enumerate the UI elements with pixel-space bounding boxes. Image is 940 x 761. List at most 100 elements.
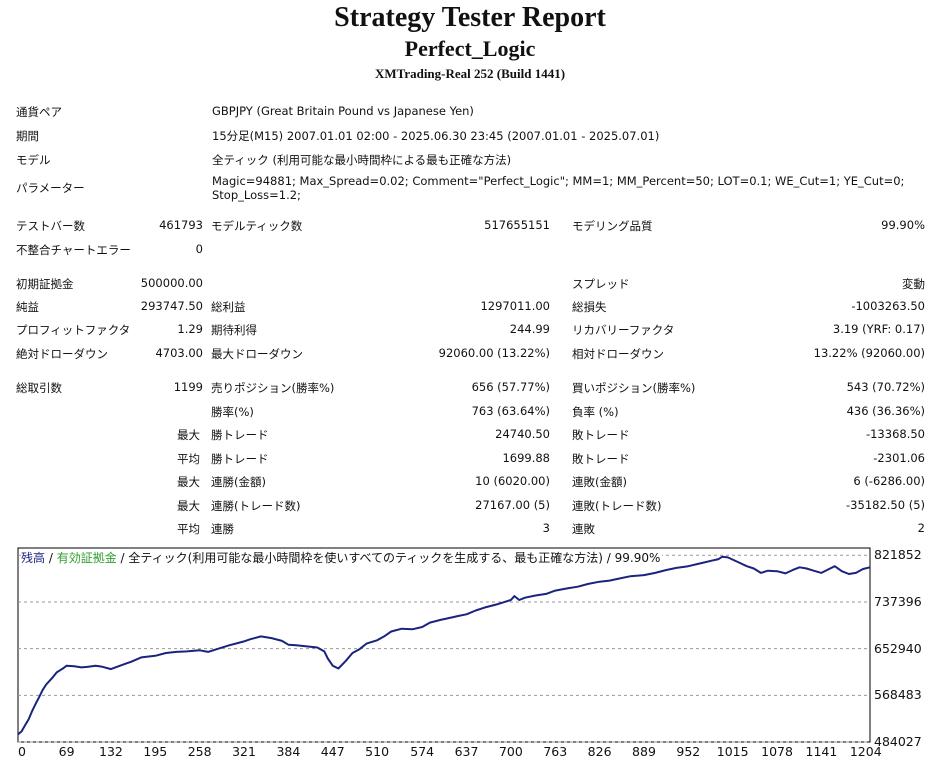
expert-name: Perfect_Logic xyxy=(404,36,536,61)
consec-win-amount-label: 連勝(金額) xyxy=(211,475,266,489)
avg-label: 平均 xyxy=(177,522,200,536)
pair-value: GBPJPY (Great Britain Pound vs Japanese … xyxy=(212,104,474,118)
max-label: 最大 xyxy=(177,475,200,489)
avg-win-value: 1699.88 xyxy=(502,451,550,465)
model-label: モデル xyxy=(16,153,51,167)
rel-drawdown-label: 相対ドローダウン xyxy=(572,347,664,361)
consec-win-amount-value: 10 (6020.00) xyxy=(475,474,550,488)
x-tick-label: 889 xyxy=(632,744,656,759)
y-tick-label: 737396 xyxy=(874,593,922,609)
consec-loss-trades-label: 連敗(トレード数) xyxy=(572,499,662,513)
x-tick-label: 763 xyxy=(543,744,568,759)
y-tick-label: 821852 xyxy=(874,547,922,563)
avg-consec-win-value: 3 xyxy=(542,521,550,535)
recovery-factor-value: 3.19 (YRF: 0.17) xyxy=(832,322,925,336)
deposit-label: 初期証拠金 xyxy=(16,277,74,291)
x-tick-label: 195 xyxy=(143,744,168,759)
max-loss-value: -13368.50 xyxy=(865,427,925,441)
model-ticks-value: 517655151 xyxy=(484,218,550,232)
params-label: パラメーター xyxy=(16,181,85,195)
balance-chart: 残高 / 有効証拠金 / 全ティック(利用可能な最小時間枠を使いすべてのティック… xyxy=(16,546,934,761)
legend-description: / 全ティック(利用可能な最小時間枠を使いすべてのティックを生成する、最も正確な… xyxy=(116,551,661,565)
max-win-value: 24740.50 xyxy=(495,427,550,441)
test-bars-value: 461793 xyxy=(159,218,203,232)
consec-win-trades-value: 27167.00 (5) xyxy=(475,498,550,512)
avg-consec-win-label: 連勝 xyxy=(211,522,234,536)
legend-balance: 残高 xyxy=(21,551,46,565)
avg-win-label: 勝トレード xyxy=(211,452,269,466)
net-profit-label: 純益 xyxy=(16,300,39,314)
total-trades-label: 総取引数 xyxy=(16,381,62,395)
pair-label: 通貨ペア xyxy=(16,105,62,119)
params-line-2: Stop_Loss=1.2; xyxy=(212,188,301,202)
total-trades-value: 1199 xyxy=(173,380,203,394)
x-tick-label: 637 xyxy=(454,744,479,759)
x-tick-label: 132 xyxy=(99,744,123,759)
plot-frame xyxy=(17,547,871,743)
model-value: 全ティック (利用可能な最小時間枠による最も正確な方法) xyxy=(212,153,512,167)
legend-separator: / xyxy=(45,551,57,565)
x-tick-label: 69 xyxy=(58,744,75,759)
gross-profit-label: 総利益 xyxy=(211,300,246,314)
x-tick-label: 1015 xyxy=(716,744,749,759)
win-rate-label: 勝率(%) xyxy=(211,405,254,419)
server-build: XMTrading-Real 252 (Build 1441) xyxy=(374,66,566,81)
model-quality-value: 99.90% xyxy=(881,218,925,232)
x-tick-label: 1078 xyxy=(761,744,793,759)
x-tick-label: 0 xyxy=(18,744,26,759)
mismatch-label: 不整合チャートエラー xyxy=(16,243,131,257)
x-tick-label: 258 xyxy=(187,744,212,759)
net-profit-value: 293747.50 xyxy=(140,299,203,313)
consec-win-trades-label: 連勝(トレード数) xyxy=(211,499,301,513)
chart-legend: 残高 / 有効証拠金 / 全ティック(利用可能な最小時間枠を使いすべてのティック… xyxy=(21,549,663,566)
recovery-factor-label: リカバリーファクタ xyxy=(572,323,675,337)
x-tick-label: 826 xyxy=(587,744,612,759)
test-bars-label: テストバー数 xyxy=(16,219,85,233)
consec-loss-amount-label: 連敗(金額) xyxy=(572,475,627,489)
max-label: 最大 xyxy=(177,428,200,442)
gross-profit-value: 1297011.00 xyxy=(480,299,550,313)
long-positions-label: 買いポジション(勝率%) xyxy=(572,381,696,395)
y-tick-label: 484027 xyxy=(874,734,922,749)
period-value: 15分足(M15) 2007.01.01 02:00 - 2025.06.30 … xyxy=(212,129,660,143)
max-loss-label: 敗トレード xyxy=(572,428,630,442)
x-tick-label: 447 xyxy=(320,744,345,759)
stats-table: テストバー数 461793 モデルティック数 517655151 モデリング品質… xyxy=(16,218,925,536)
mismatch-value: 0 xyxy=(195,242,203,256)
long-positions-value: 543 (70.72%) xyxy=(846,380,925,394)
avg-consec-loss-label: 連敗 xyxy=(572,522,595,536)
balance-line xyxy=(17,555,871,736)
x-tick-label: 1204 xyxy=(849,744,882,759)
y-tick-label: 568483 xyxy=(874,687,922,703)
max-drawdown-value: 92060.00 (13.22%) xyxy=(438,346,550,360)
expected-payoff-label: 期待利得 xyxy=(211,323,257,337)
spread-value: 変動 xyxy=(902,277,925,291)
x-tick-label: 952 xyxy=(676,744,701,759)
avg-label: 平均 xyxy=(177,452,200,466)
avg-loss-label: 敗トレード xyxy=(572,452,630,466)
x-tick-label: 384 xyxy=(276,744,301,759)
test-info: 通貨ペア GBPJPY (Great Britain Pound vs Japa… xyxy=(16,104,926,204)
loss-rate-label: 負率 (%) xyxy=(572,405,619,419)
abs-drawdown-value: 4703.00 xyxy=(155,346,203,360)
model-quality-label: モデリング品質 xyxy=(572,219,653,233)
short-positions-value: 656 (57.77%) xyxy=(471,380,550,394)
loss-rate-value: 436 (36.36%) xyxy=(846,404,925,418)
x-tick-label: 700 xyxy=(498,744,523,759)
x-tick-label: 574 xyxy=(410,744,435,759)
spread-label: スプレッド xyxy=(572,277,630,291)
max-drawdown-label: 最大ドローダウン xyxy=(211,347,303,361)
params-line-1: Magic=94881; Max_Spread=0.02; Comment="P… xyxy=(212,174,905,188)
abs-drawdown-label: 絶対ドローダウン xyxy=(16,347,108,361)
expected-payoff-value: 244.99 xyxy=(509,322,550,336)
x-tick-label: 1141 xyxy=(805,744,838,759)
rel-drawdown-value: 13.22% (92060.00) xyxy=(813,346,925,360)
report-title: Strategy Tester Report xyxy=(334,2,606,33)
profit-factor-value: 1.29 xyxy=(177,322,203,336)
x-tick-label: 510 xyxy=(365,744,390,759)
gross-loss-value: -1003263.50 xyxy=(851,299,925,313)
y-tick-label: 652940 xyxy=(874,640,922,656)
win-rate-value: 763 (63.64%) xyxy=(471,404,550,418)
period-label: 期間 xyxy=(16,129,39,143)
model-ticks-label: モデルティック数 xyxy=(211,219,303,233)
